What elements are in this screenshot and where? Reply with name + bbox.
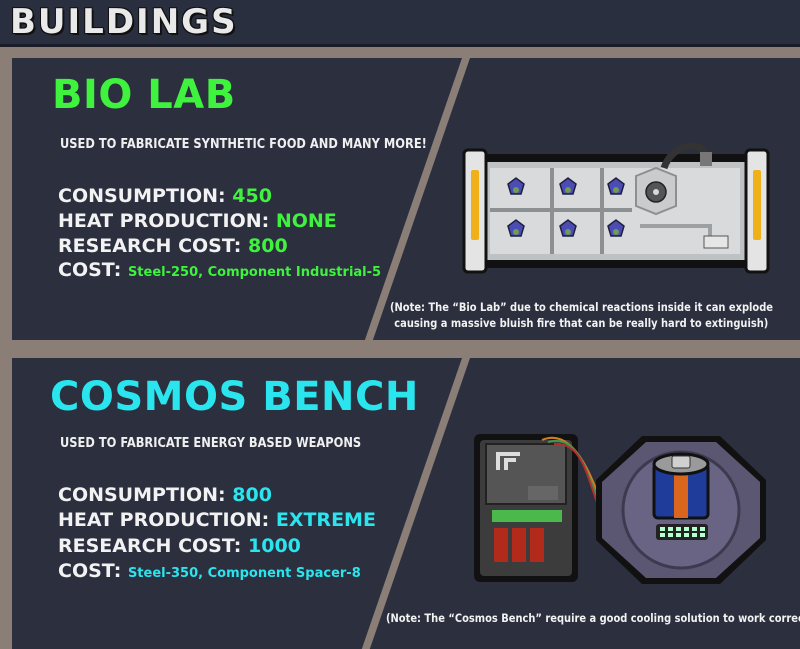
- cost-stat: COST: Steel-350, Component Spacer-8: [58, 560, 361, 582]
- research-value: 1000: [248, 535, 301, 557]
- cost-value: Steel-250, Component Industrial-5: [127, 265, 382, 280]
- heat-stat: HEAT PRODUCTION: EXTREME: [58, 509, 376, 531]
- consumption-stat: CONSUMPTION: 800: [58, 484, 272, 506]
- heat-value: EXTREME: [275, 509, 376, 531]
- header-bar: BUILDINGS: [0, 0, 800, 47]
- building-description: USED TO FABRICATE ENERGY BASED WEAPONS: [60, 436, 362, 451]
- note-line: (Note: The “Bio Lab” due to chemical rea…: [390, 300, 774, 314]
- research-stat: RESEARCH COST: 800: [58, 235, 288, 257]
- building-note: (Note: The “Bio Lab” due to chemical rea…: [390, 299, 773, 331]
- consumption-value: 450: [232, 185, 272, 207]
- heat-label: HEAT PRODUCTION:: [58, 509, 270, 531]
- research-stat: RESEARCH COST: 1000: [58, 535, 301, 557]
- cosmos-bench-building-icon: [474, 434, 766, 584]
- research-value: 800: [248, 235, 288, 257]
- bio-lab-building-icon: [462, 142, 770, 274]
- cost-label: COST:: [58, 259, 122, 281]
- building-name: BIO LAB: [52, 72, 236, 118]
- heat-label: HEAT PRODUCTION:: [58, 210, 270, 232]
- cost-value: Steel-350, Component Spacer-8: [127, 566, 361, 581]
- note-line: causing a massive bluish fire that can b…: [394, 316, 769, 330]
- consumption-value: 800: [232, 484, 272, 506]
- building-description: USED TO FABRICATE SYNTHETIC FOOD AND MAN…: [60, 137, 427, 152]
- heat-stat: HEAT PRODUCTION: NONE: [58, 210, 337, 232]
- building-name: COSMOS BENCH: [50, 374, 419, 420]
- cost-label: COST:: [58, 560, 122, 582]
- research-label: RESEARCH COST:: [58, 235, 242, 257]
- heat-value: NONE: [275, 210, 337, 232]
- consumption-stat: CONSUMPTION: 450: [58, 185, 272, 207]
- research-label: RESEARCH COST:: [58, 535, 242, 557]
- page-title: BUILDINGS: [10, 2, 238, 42]
- building-note: (Note: The “Cosmos Bench” require a good…: [386, 611, 800, 625]
- consumption-label: CONSUMPTION:: [58, 484, 226, 506]
- consumption-label: CONSUMPTION:: [58, 185, 226, 207]
- cost-stat: COST: Steel-250, Component Industrial-5: [58, 259, 381, 281]
